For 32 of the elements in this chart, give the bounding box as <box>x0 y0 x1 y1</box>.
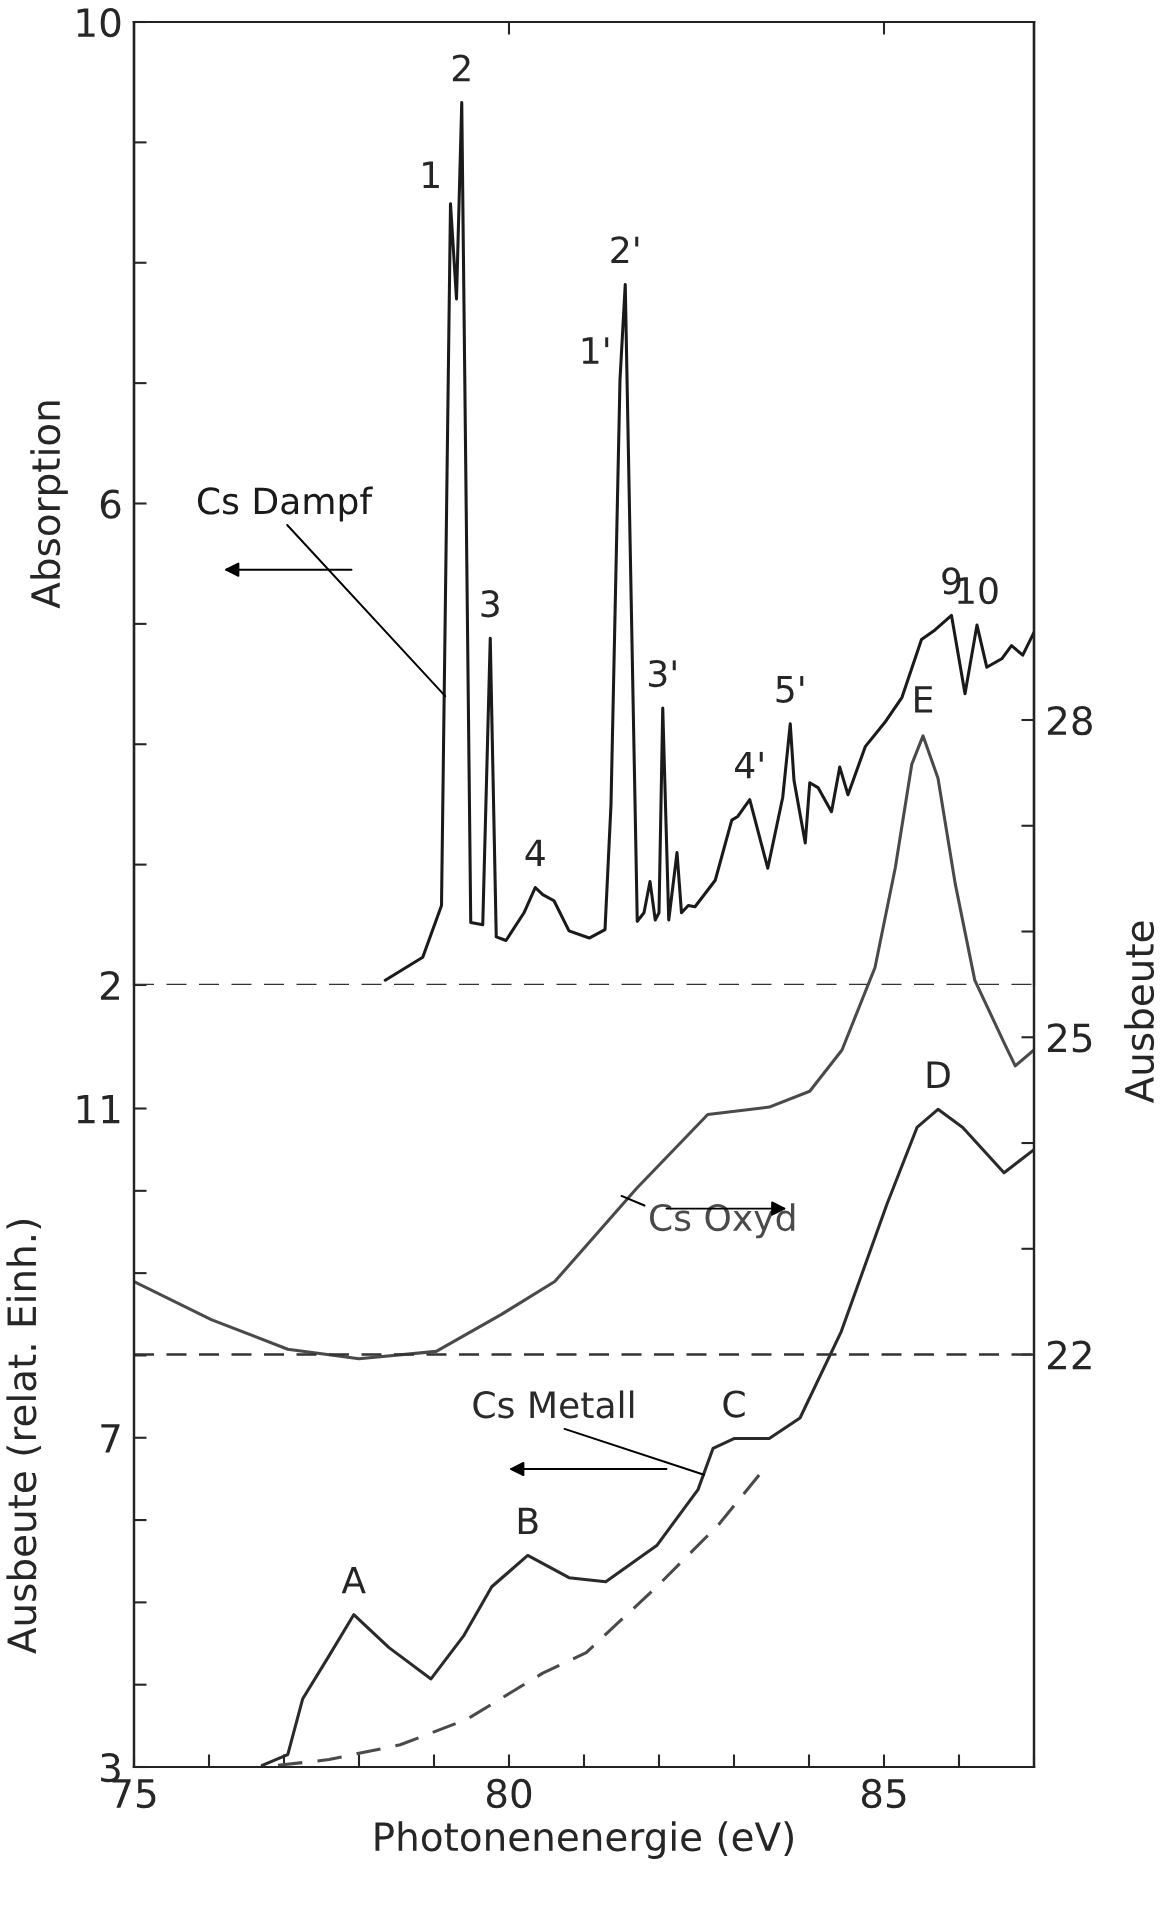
y2-tick-label: 22 <box>1047 1340 1091 1370</box>
annotation: B <box>518 1507 538 1535</box>
series-label: Cs Oxyd <box>649 1203 795 1239</box>
y2-tick-label: 28 <box>1047 705 1092 736</box>
text: Cs Metall <box>473 1390 634 1419</box>
annotation: 3 <box>481 590 499 618</box>
x-tick-label: 80 <box>486 1778 532 1809</box>
y-tick-label: 7 <box>101 1424 120 1453</box>
annotation: 1' <box>582 337 609 364</box>
text: Cs Dampf <box>197 486 373 522</box>
y2-axis-title: Ausbeute <box>1124 921 1155 1104</box>
annotation: 5' <box>776 676 804 703</box>
annotation: D <box>927 1061 950 1088</box>
annotation: C <box>723 1390 745 1418</box>
y-axis-title: Ausbeute (relat. Einh.) <box>6 1220 42 1654</box>
annotation: 1 <box>423 161 439 188</box>
x-tick-label: 85 <box>861 1778 906 1809</box>
x-axis-title: Photonenenergie (eV) <box>375 1821 793 1859</box>
annotation: E <box>915 686 933 713</box>
y-tick-label: 11 <box>77 1094 120 1124</box>
y-axis-title: Absorption <box>30 401 68 609</box>
y-tick-label: 2 <box>101 970 119 1000</box>
y-tick-label: 10 <box>77 7 121 38</box>
line-series <box>134 734 1034 1361</box>
annotation: A <box>341 1567 366 1594</box>
y-tick-label: 6 <box>100 489 121 519</box>
annotation: 3' <box>649 659 676 688</box>
annotation: 2 <box>452 54 470 82</box>
annotation: 4' <box>735 751 763 779</box>
annotation: 2' <box>611 236 639 264</box>
annotation: 4 <box>525 839 545 867</box>
y2-tick-label: 25 <box>1047 1023 1092 1053</box>
